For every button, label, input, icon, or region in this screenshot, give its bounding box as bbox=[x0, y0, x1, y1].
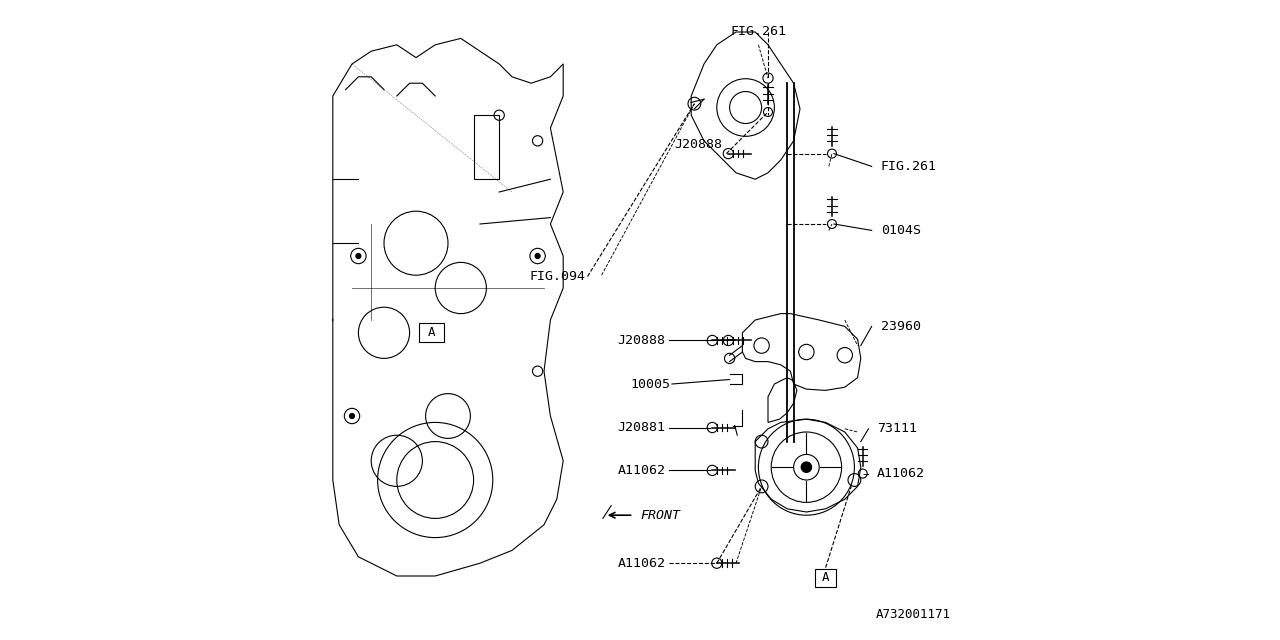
Text: FIG.094: FIG.094 bbox=[530, 270, 585, 283]
Circle shape bbox=[349, 413, 355, 419]
Text: J20888: J20888 bbox=[618, 334, 666, 347]
Text: FIG.261: FIG.261 bbox=[731, 26, 786, 38]
Text: A11062: A11062 bbox=[618, 464, 666, 477]
Text: A: A bbox=[822, 571, 829, 584]
Text: 73111: 73111 bbox=[877, 422, 916, 435]
Circle shape bbox=[535, 253, 540, 259]
Text: A732001171: A732001171 bbox=[876, 608, 950, 621]
Text: A11062: A11062 bbox=[618, 557, 666, 570]
Text: 23960: 23960 bbox=[881, 320, 920, 333]
Text: 0104S: 0104S bbox=[881, 224, 920, 237]
Text: FRONT: FRONT bbox=[640, 509, 680, 522]
Text: FIG.261: FIG.261 bbox=[881, 160, 937, 173]
Text: J20888: J20888 bbox=[675, 138, 722, 150]
Text: A: A bbox=[429, 326, 435, 339]
Text: J20881: J20881 bbox=[618, 421, 666, 434]
Circle shape bbox=[801, 462, 812, 472]
Text: A11062: A11062 bbox=[877, 467, 924, 480]
Circle shape bbox=[356, 253, 361, 259]
Text: 10005: 10005 bbox=[631, 378, 671, 390]
